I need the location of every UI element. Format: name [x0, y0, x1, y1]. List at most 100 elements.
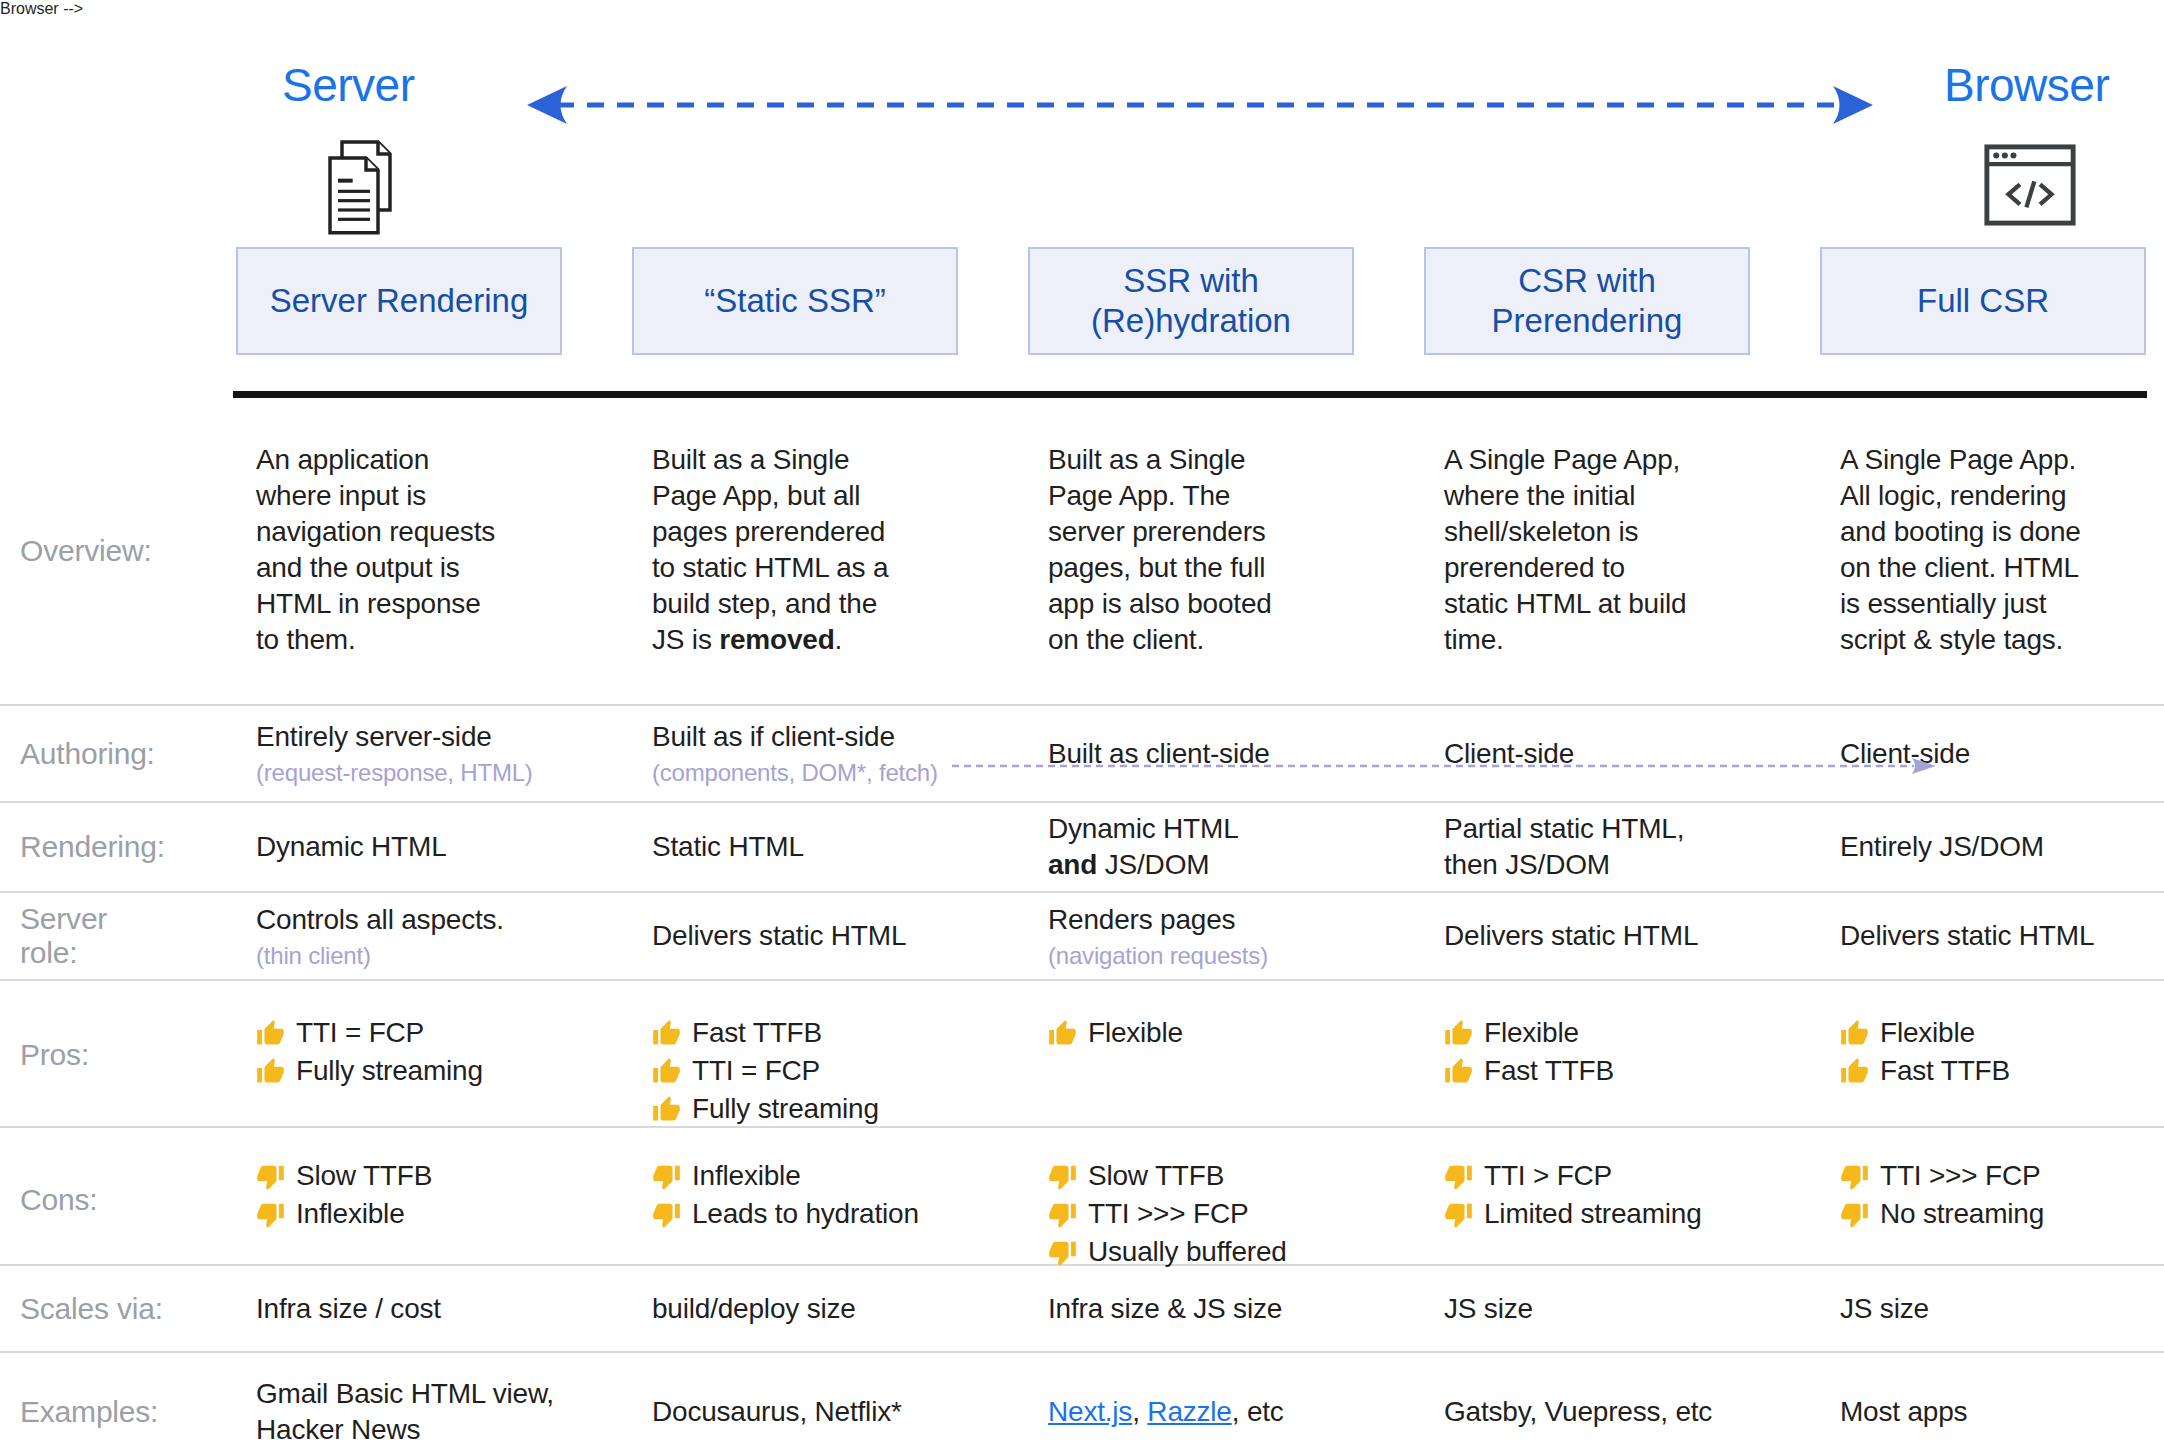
row-label-overview: Overview:: [0, 534, 166, 568]
thumbs-down-icon: [652, 1200, 681, 1229]
server-browser-axis: Server Browser: [0, 18, 2164, 247]
cell-server-role-4: Delivers static HTML: [1424, 918, 1750, 954]
thumbs-up-icon: [1840, 1019, 1869, 1048]
cell-server-role-5: Delivers static HTML: [1820, 918, 2146, 954]
thumbs-up-icon: [256, 1057, 285, 1086]
cell-examples-3: Next.js, Razzle, etc: [1028, 1394, 1354, 1430]
row-label-examples: Examples:: [0, 1395, 166, 1429]
column-header-server-rendering: Server Rendering: [236, 247, 562, 355]
feature-item: Fully streaming: [256, 1053, 562, 1089]
row-server-role: Server role: Controls all aspects.(thin …: [0, 893, 2164, 981]
cell-examples-5: Most apps: [1820, 1394, 2146, 1430]
thumbs-up-icon: [1048, 1019, 1077, 1048]
feature-item: Inflexible: [256, 1196, 562, 1232]
thumbs-up-icon: [652, 1095, 681, 1124]
comparison-table: Overview: An application where input is …: [0, 398, 2164, 1455]
cell-rendering-4: Partial static HTML, then JS/DOM: [1424, 811, 1750, 883]
client-side-trend-arrow-icon: [952, 757, 1947, 775]
thumbs-up-icon: [652, 1057, 681, 1086]
cell-rendering-5: Entirely JS/DOM: [1820, 829, 2146, 865]
cell-cons-2: InflexibleLeads to hydration: [632, 1128, 958, 1234]
thumbs-up-icon: [256, 1019, 285, 1048]
cell-overview-2: Built as a Single Page App, but all page…: [632, 398, 958, 658]
documents-icon: [318, 138, 406, 238]
thumbs-up-icon: [1444, 1057, 1473, 1086]
nextjs-link[interactable]: Next.js: [1048, 1396, 1132, 1427]
cell-pros-2: Fast TTFBTTI = FCPFully streaming: [632, 981, 958, 1129]
column-header-csr-with-prerendering: CSR with Prerendering: [1424, 247, 1750, 355]
row-rendering: Rendering: Dynamic HTML Static HTML Dyna…: [0, 803, 2164, 893]
double-headed-dashed-arrow-icon: [505, 80, 1895, 130]
column-headers: Server Rendering “Static SSR” SSR with (…: [0, 247, 2164, 355]
feature-item: Inflexible: [652, 1158, 958, 1194]
cell-scales-2: build/deploy size: [632, 1291, 958, 1327]
feature-item: No streaming: [1840, 1196, 2146, 1232]
cell-examples-4: Gatsby, Vuepress, etc: [1424, 1394, 1750, 1430]
feature-item: TTI >>> FCP: [1048, 1196, 1354, 1232]
cell-authoring-2: Built as if client-side(components, DOM*…: [632, 719, 958, 788]
row-pros: Pros: TTI = FCPFully streaming Fast TTFB…: [0, 981, 2164, 1128]
thumbs-down-icon: [1048, 1162, 1077, 1191]
cell-authoring-1: Entirely server-side(request-response, H…: [236, 719, 562, 788]
authoring-subtext: (components, DOM*, fetch): [652, 758, 958, 788]
row-authoring: Authoring: Entirely server-side(request-…: [0, 706, 2164, 803]
thumbs-down-icon: [1444, 1200, 1473, 1229]
thumbs-down-icon: [256, 1200, 285, 1229]
razzle-link[interactable]: Razzle: [1147, 1396, 1231, 1427]
feature-item: Fast TTFB: [1444, 1053, 1750, 1089]
feature-item: Leads to hydration: [652, 1196, 958, 1232]
thumbs-down-icon: [1444, 1162, 1473, 1191]
row-label-server-role: Server role:: [0, 902, 166, 970]
column-header-full-csr: Full CSR: [1820, 247, 2146, 355]
thumbs-up-icon: [652, 1019, 681, 1048]
cell-server-role-3: Renders pages(navigation requests): [1028, 902, 1354, 971]
server-role-subtext: (thin client): [256, 941, 562, 971]
row-label-rendering: Rendering:: [0, 830, 166, 864]
feature-item: Flexible: [1444, 1015, 1750, 1051]
rendering-on-the-web-diagram: Browser --> Server Browser: [0, 0, 2164, 1455]
row-examples: Examples: Gmail Basic HTML view, Hacker …: [0, 1353, 2164, 1455]
cell-overview-4: A Single Page App, where the initial she…: [1424, 398, 1750, 658]
cell-examples-2: Docusaurus, Netflix*: [632, 1394, 958, 1430]
cell-scales-3: Infra size & JS size: [1028, 1291, 1354, 1327]
cell-cons-5: TTI >>> FCPNo streaming: [1820, 1128, 2146, 1234]
cell-pros-5: FlexibleFast TTFB: [1820, 981, 2146, 1091]
row-cons: Cons: Slow TTFBInflexible InflexibleLead…: [0, 1128, 2164, 1266]
cell-overview-3: Built as a Single Page App. The server p…: [1028, 398, 1354, 658]
server-endpoint-label: Server: [282, 58, 414, 112]
cell-cons-4: TTI > FCPLimited streaming: [1424, 1128, 1750, 1234]
cell-rendering-3: Dynamic HTML and JS/DOM: [1028, 811, 1354, 883]
thumbs-up-icon: [1840, 1057, 1869, 1086]
thumbs-down-icon: [1840, 1200, 1869, 1229]
thumbs-down-icon: [652, 1162, 681, 1191]
browser-endpoint-label: Browser: [1944, 58, 2109, 112]
cell-rendering-1: Dynamic HTML: [236, 829, 562, 865]
server-role-subtext: (navigation requests): [1048, 941, 1354, 971]
row-scales-via: Scales via: Infra size / cost build/depl…: [0, 1266, 2164, 1353]
cell-scales-5: JS size: [1820, 1291, 2146, 1327]
feature-item: Usually buffered: [1048, 1234, 1354, 1270]
feature-item: TTI > FCP: [1444, 1158, 1750, 1194]
thumbs-down-icon: [256, 1162, 285, 1191]
feature-item: Fully streaming: [652, 1091, 958, 1127]
column-header-static-ssr: “Static SSR”: [632, 247, 958, 355]
row-label-authoring: Authoring:: [0, 737, 166, 771]
thumbs-down-icon: [1048, 1200, 1077, 1229]
cell-pros-1: TTI = FCPFully streaming: [236, 981, 562, 1091]
row-label-cons: Cons:: [0, 1183, 166, 1217]
cell-server-role-1: Controls all aspects.(thin client): [236, 902, 562, 971]
feature-item: Fast TTFB: [652, 1015, 958, 1051]
cell-scales-4: JS size: [1424, 1291, 1750, 1327]
header-divider-bar: [233, 391, 2147, 398]
thumbs-down-icon: [1048, 1238, 1077, 1267]
cell-overview-5: A Single Page App. All logic, rendering …: [1820, 398, 2146, 658]
cell-overview-1: An application where input is navigation…: [236, 398, 562, 658]
row-label-pros: Pros:: [0, 1038, 166, 1072]
row-overview: Overview: An application where input is …: [0, 398, 2164, 706]
feature-item: Flexible: [1048, 1015, 1354, 1051]
cell-rendering-2: Static HTML: [632, 829, 958, 865]
feature-item: TTI = FCP: [256, 1015, 562, 1051]
column-header-ssr-with-rehydration: SSR with (Re)hydration: [1028, 247, 1354, 355]
feature-item: Slow TTFB: [1048, 1158, 1354, 1194]
cell-pros-3: Flexible: [1028, 981, 1354, 1053]
